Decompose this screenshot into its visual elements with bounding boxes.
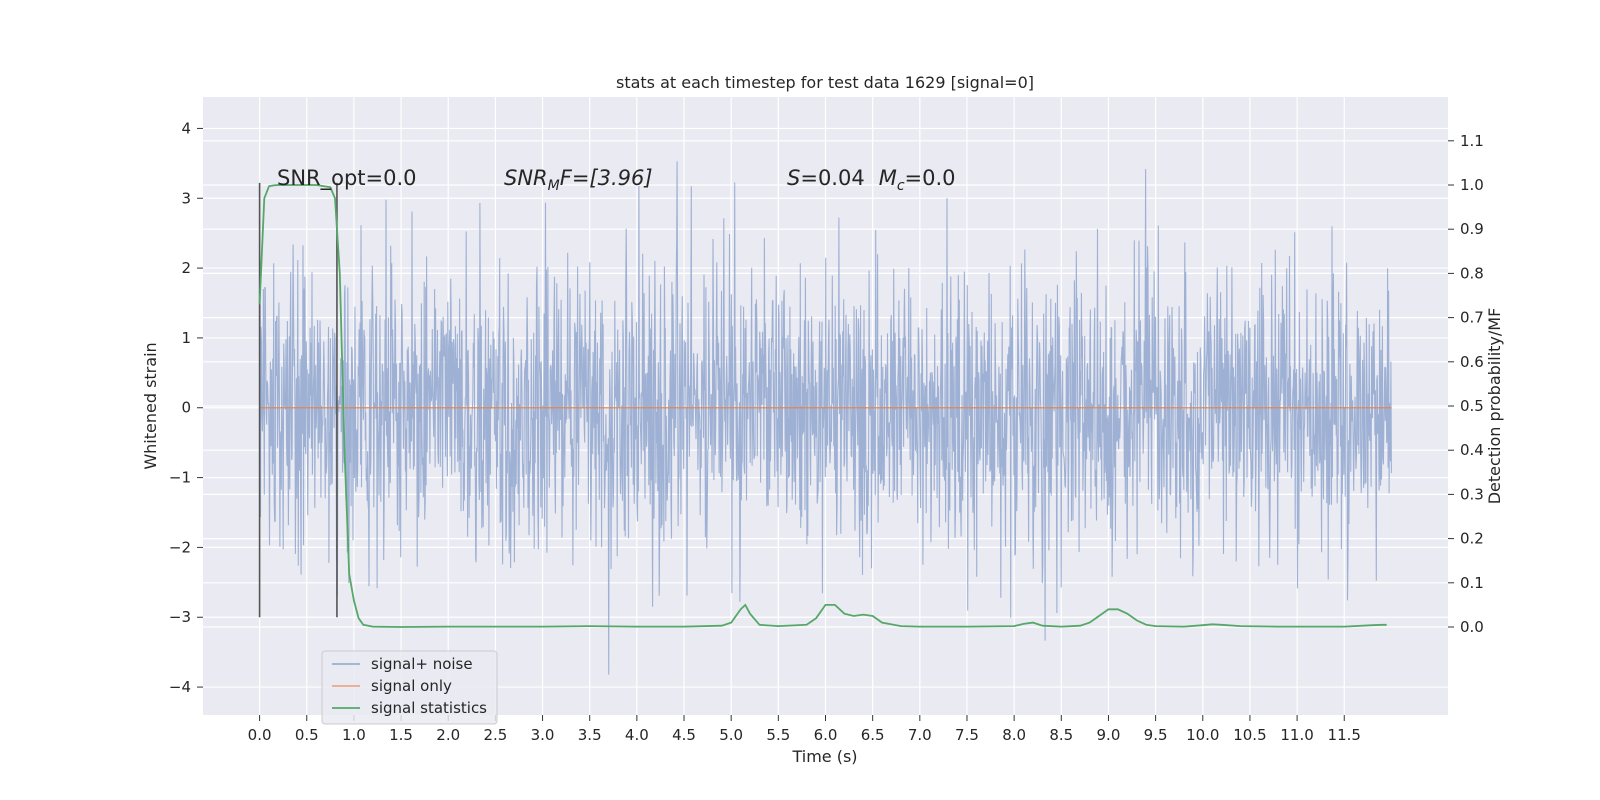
y2-tick-label: 1.0 [1460,176,1484,194]
y-axis-label: Whitened strain [141,342,160,469]
annotation-snr-opt: SNR_opt=0.0 [277,166,417,191]
annotation-mc-label: M [879,166,897,190]
y-axis-ticks: −4 −3 −2 −1 0 1 2 3 4 [169,119,203,696]
annotation-snr-mf-main: SNR [504,166,548,190]
x-tick-label: 11.0 [1280,726,1313,744]
y2-tick-label: 0.9 [1460,220,1484,238]
y2-tick-label: 1.1 [1460,132,1484,150]
x-tick-label: 1.0 [342,726,366,744]
statistics-series [258,184,1387,628]
annotation-snr-mf: SNRMF=[3.96] [504,166,653,194]
x-tick-label: 7.5 [955,726,979,744]
x-tick-label: 3.5 [578,726,602,744]
x-tick-label: 4.0 [625,726,649,744]
x-tick-label: 0.0 [248,726,272,744]
marker-lines [258,182,338,618]
x-tick-label: 11.5 [1328,726,1361,744]
x-tick-label: 10.0 [1186,726,1219,744]
x-tick-label: 5.0 [719,726,743,744]
annotation-s-value: =0.04 [800,166,864,190]
x-tick-label: 8.0 [1002,726,1026,744]
y2-tick-label: 0.5 [1460,397,1484,415]
y2-tick-label: 0.8 [1460,264,1484,282]
x-tick-label: 5.5 [766,726,790,744]
x-tick-label: 3.0 [531,726,555,744]
y-tick-label: 0 [181,399,191,417]
x-tick-label: 9.0 [1097,726,1121,744]
y2-tick-label: 0.1 [1460,574,1484,592]
x-tick-label: 6.0 [814,726,838,744]
annotation-snr-mf-sub: M [548,178,560,194]
statistics-line [258,184,1387,628]
y-tick-label: 4 [181,119,191,137]
x-axis-label: Time (s) [791,747,857,766]
x-tick-label: 2.0 [436,726,460,744]
x-tick-label: 2.5 [483,726,507,744]
annotation-mc-sub: c [897,178,905,194]
y2-tick-label: 0.2 [1460,530,1484,548]
x-tick-label: 8.5 [1049,726,1073,744]
x-axis-ticks: 0.0 0.5 1.0 1.5 2.0 2.5 3.0 3.5 4.0 4.5 5.0 5.5 6.0 6… [248,715,1361,744]
y2-tick-label: 0.7 [1460,309,1484,327]
annotation-s-mc: S=0.04 Mc=0.0 [787,166,956,194]
y-tick-label: −3 [169,608,191,626]
x-tick-label: 0.5 [295,726,319,744]
legend-box [321,650,498,725]
legend-label-statistics: signal statistics [371,699,487,717]
legend-label-signal-only: signal only [371,677,452,695]
x-tick-label: 1.5 [389,726,413,744]
annotation-s-label: S [787,166,800,190]
y-tick-label: 2 [181,259,191,277]
y2-tick-label: 0.6 [1460,353,1484,371]
x-tick-label: 10.5 [1233,726,1266,744]
x-tick-label: 4.5 [672,726,696,744]
noise-line [259,161,1392,675]
y2-tick-label: 0.3 [1460,485,1484,503]
y2-axis-ticks: 0.0 0.1 0.2 0.3 0.4 0.5 0.6 0.7 0.8 0.9 1.0 1.1 [1448,132,1484,636]
annotation-snr-mf-tail: F=[3.96] [560,166,653,190]
noise-series [259,161,1392,675]
x-tick-label: 9.5 [1144,726,1168,744]
y-tick-label: −2 [169,538,191,556]
y2-tick-label: 0.0 [1460,618,1484,636]
y2-tick-label: 0.4 [1460,441,1484,459]
annotation-mc-value: =0.0 [905,166,956,190]
x-tick-label: 6.5 [861,726,885,744]
y-tick-label: 3 [181,189,191,207]
y-tick-label: −4 [169,678,191,696]
y-tick-label: 1 [181,329,191,347]
legend: signal+ noise signal only signal statist… [321,650,498,725]
y2-axis-label: Detection probability/MF [1485,308,1504,505]
legend-label-noise: signal+ noise [371,655,473,673]
x-tick-label: 7.0 [908,726,932,744]
chart-title: stats at each timestep for test data 162… [616,73,1034,92]
y-tick-label: −1 [169,469,191,487]
